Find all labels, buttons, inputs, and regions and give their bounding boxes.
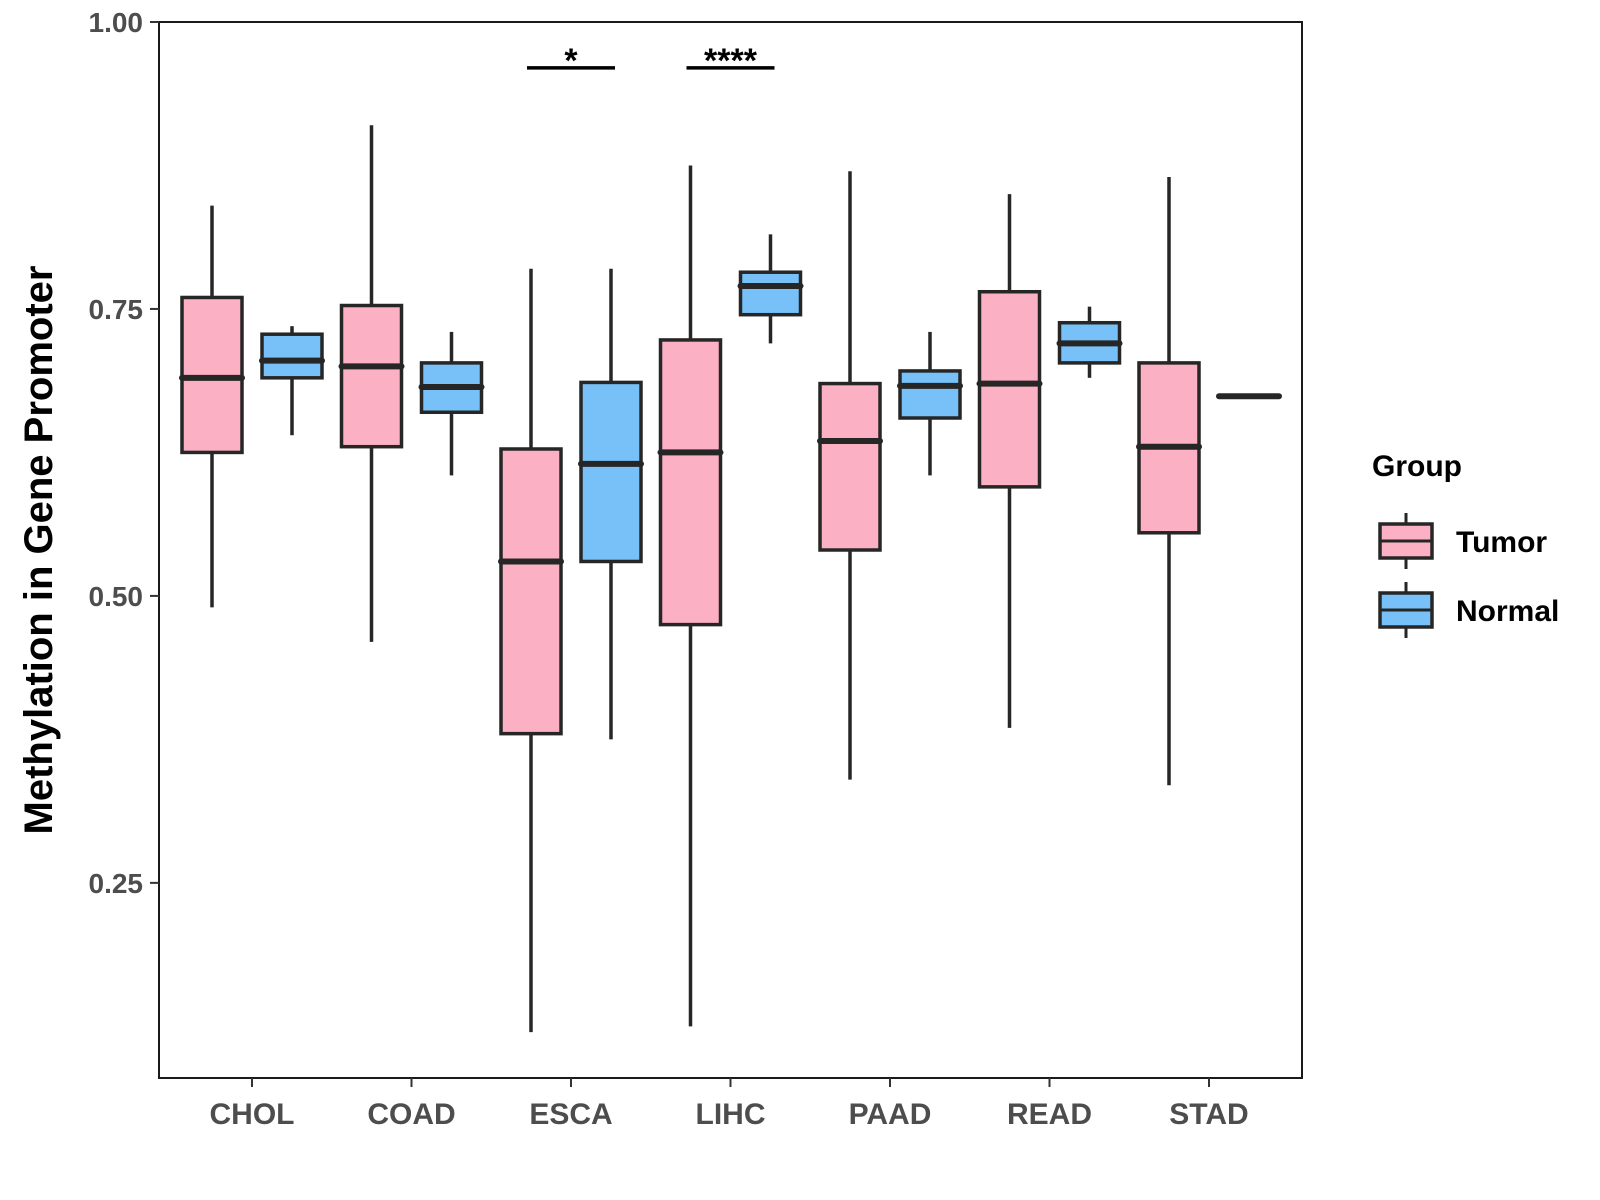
x-tick-label: PAAD	[849, 1098, 932, 1131]
box-tumor-stad	[1136, 176, 1202, 786]
x-tick-label: COAD	[367, 1098, 455, 1131]
box-normal-lihc	[737, 234, 804, 344]
boxes-layer	[179, 125, 1282, 1033]
box-iqr	[898, 369, 962, 420]
x-tick-label: ESCA	[529, 1098, 612, 1131]
box-normal-paad	[897, 331, 963, 476]
y-tick-label: 0.75	[89, 294, 144, 325]
y-tick-label: 0.25	[89, 868, 144, 899]
box-tumor-lihc	[657, 165, 724, 1027]
legend-item-normal: Normal	[1378, 582, 1559, 638]
box-iqr	[738, 270, 803, 317]
x-tick-label: LIHC	[696, 1098, 766, 1131]
box-normal-coad	[418, 331, 485, 476]
plot-panel-border	[158, 21, 1303, 1079]
box-iqr	[579, 380, 643, 564]
annotations-layer: * ****	[527, 42, 775, 80]
y-tick-label: 1.00	[89, 7, 144, 38]
y-axis-title: Methylation in Gene Promoter	[17, 266, 61, 835]
box-iqr	[818, 381, 882, 552]
axes-layer: 0.25 0.50 0.75 1.00 Methylation in Gene Prom…	[17, 7, 1249, 1131]
box-normal-esca	[578, 268, 644, 740]
box-iqr	[260, 332, 324, 380]
significance-label: ****	[704, 42, 758, 80]
box-iqr	[339, 303, 404, 449]
x-tick-label: STAD	[1169, 1098, 1248, 1131]
box-tumor-esca	[498, 268, 564, 1033]
plot-panel	[158, 21, 1303, 1079]
box-tumor-read	[976, 194, 1043, 728]
legend-label: Normal	[1456, 595, 1559, 628]
significance-lihc: ****	[686, 42, 775, 80]
legend-title: Group	[1372, 450, 1462, 483]
y-tick-label: 0.50	[89, 581, 144, 612]
x-tick-label: READ	[1007, 1098, 1092, 1131]
x-tick-label: CHOL	[210, 1098, 295, 1131]
legend-label: Tumor	[1456, 526, 1547, 559]
box-tumor-chol	[179, 205, 245, 608]
legend-item-tumor: Tumor	[1378, 513, 1547, 569]
box-normal-read	[1056, 306, 1123, 378]
box-iqr	[977, 289, 1042, 489]
significance-esca: *	[527, 42, 615, 80]
box-tumor-paad	[817, 171, 883, 780]
box-iqr	[658, 338, 723, 627]
box-tumor-coad	[338, 125, 405, 642]
significance-label: *	[564, 42, 578, 80]
box-iqr	[499, 447, 563, 736]
box-normal-chol	[259, 326, 325, 436]
legend: Group Tumor Normal	[1372, 450, 1559, 638]
